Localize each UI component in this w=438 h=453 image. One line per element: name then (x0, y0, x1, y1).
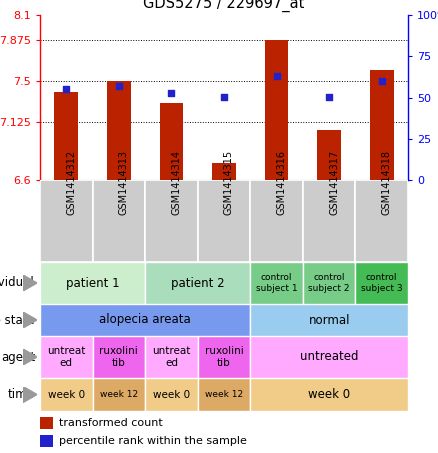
Point (168, 89, 175, 96)
Polygon shape (23, 312, 37, 328)
Point (220, 94, 227, 101)
Bar (54, 92, 78, 180)
Text: week 12: week 12 (205, 390, 243, 399)
Text: week 0: week 0 (48, 390, 85, 400)
Text: percentile rank within the sample: percentile rank within the sample (59, 436, 247, 446)
Bar (92, 336, 145, 378)
Bar (40, 262, 145, 304)
Text: GSM1414317: GSM1414317 (329, 150, 339, 215)
Text: agent: agent (1, 351, 35, 363)
Bar (159, 103, 183, 180)
Point (63, 86, 70, 93)
Bar (355, 262, 408, 304)
Text: individual: individual (0, 276, 35, 289)
Text: control
subject 3: control subject 3 (361, 273, 403, 293)
FancyBboxPatch shape (40, 180, 92, 262)
Bar (107, 81, 131, 180)
Bar (250, 336, 408, 378)
Text: GSM1414315: GSM1414315 (224, 150, 234, 215)
Text: untreat
ed: untreat ed (47, 346, 85, 368)
FancyBboxPatch shape (303, 180, 355, 262)
Bar (198, 378, 250, 411)
Bar (303, 262, 355, 304)
Text: normal: normal (308, 313, 350, 327)
Text: untreat
ed: untreat ed (152, 346, 191, 368)
Text: GSM1414316: GSM1414316 (276, 150, 286, 215)
Text: week 0: week 0 (153, 390, 190, 400)
Point (273, 72, 280, 80)
Text: control
subject 1: control subject 1 (256, 273, 297, 293)
Bar (92, 378, 145, 411)
Text: time: time (8, 388, 35, 401)
Polygon shape (23, 349, 37, 365)
Bar (212, 164, 236, 180)
Text: week 12: week 12 (100, 390, 138, 399)
Text: GSM1414312: GSM1414312 (66, 150, 76, 215)
FancyBboxPatch shape (92, 180, 145, 262)
Text: alopecia areata: alopecia areata (99, 313, 191, 327)
Text: GSM1414314: GSM1414314 (171, 150, 181, 215)
Text: GSM1414318: GSM1414318 (381, 150, 392, 215)
Text: ruxolini
tib: ruxolini tib (99, 346, 138, 368)
FancyBboxPatch shape (198, 180, 250, 262)
Bar (250, 262, 303, 304)
Bar (265, 40, 288, 180)
Text: transformed count: transformed count (59, 418, 162, 428)
Polygon shape (23, 275, 37, 291)
Text: control
subject 2: control subject 2 (308, 273, 350, 293)
Text: week 0: week 0 (308, 388, 350, 401)
Point (325, 94, 332, 101)
Bar (40, 304, 250, 336)
Bar (250, 304, 408, 336)
Polygon shape (23, 386, 37, 403)
Text: patient 2: patient 2 (171, 276, 225, 289)
Bar (145, 378, 198, 411)
Bar (145, 336, 198, 378)
Bar (40, 417, 53, 429)
Text: GSM1414313: GSM1414313 (119, 150, 129, 215)
Bar (40, 378, 92, 411)
Bar (198, 336, 250, 378)
FancyBboxPatch shape (145, 180, 198, 262)
Text: disease state: disease state (0, 313, 35, 327)
Text: untreated: untreated (300, 351, 358, 363)
Text: ruxolini
tib: ruxolini tib (205, 346, 244, 368)
Bar (40, 336, 92, 378)
Point (115, 82, 122, 90)
Title: GDS5275 / 229697_at: GDS5275 / 229697_at (143, 0, 305, 12)
FancyBboxPatch shape (250, 180, 303, 262)
Bar (40, 435, 53, 447)
Bar (370, 70, 393, 180)
Text: patient 1: patient 1 (66, 276, 120, 289)
FancyBboxPatch shape (355, 180, 408, 262)
Point (378, 77, 385, 85)
Bar (317, 130, 341, 180)
Bar (250, 378, 408, 411)
Bar (145, 262, 250, 304)
